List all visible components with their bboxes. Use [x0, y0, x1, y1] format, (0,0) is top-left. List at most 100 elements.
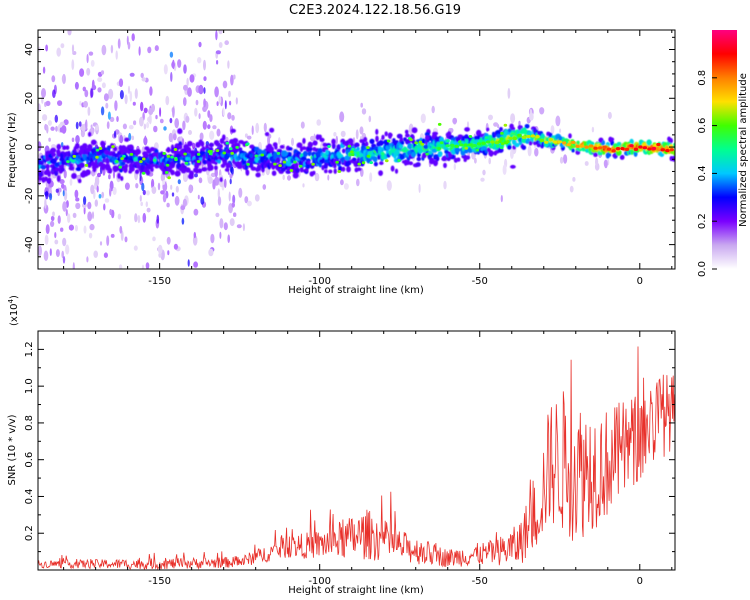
heatmap-cell	[593, 152, 598, 157]
heatmap-cell	[174, 170, 181, 177]
heatmap-cell	[56, 143, 62, 150]
heatmap-cell	[449, 127, 454, 133]
x-tick-label: -150	[148, 276, 171, 287]
heatmap-cell	[405, 133, 410, 138]
heatmap-cell	[124, 137, 130, 142]
heatmap-cell	[52, 89, 56, 98]
heatmap-cell	[314, 172, 320, 182]
heatmap-cell	[62, 190, 65, 197]
heatmap-cell	[84, 163, 89, 167]
heatmap-cell	[607, 111, 612, 120]
heatmap-cell	[140, 201, 143, 207]
heatmap-cell	[246, 200, 252, 207]
heatmap-cell	[141, 182, 145, 192]
heatmap-cell	[454, 144, 459, 148]
heatmap-cell	[142, 212, 147, 223]
heatmap-cell	[142, 189, 146, 196]
heatmap-cell	[566, 143, 571, 147]
heatmap-cell	[63, 152, 67, 158]
heatmap-cell	[431, 105, 435, 114]
heatmap-cell	[46, 124, 49, 134]
heatmap-cell	[173, 243, 178, 250]
heatmap-cell	[481, 141, 486, 145]
heatmap-cell	[145, 201, 148, 208]
heatmap-cell	[181, 217, 185, 225]
heatmap-cell	[398, 144, 404, 149]
heatmap-cell	[140, 101, 144, 112]
heatmap-cell	[287, 175, 291, 181]
heatmap-cell	[438, 151, 443, 157]
heatmap-cell	[337, 170, 342, 173]
heatmap-cell	[411, 127, 418, 134]
heatmap-cell	[290, 164, 295, 169]
heatmap-cell	[148, 107, 154, 116]
heatmap-cell	[62, 201, 67, 212]
heatmap-cell	[262, 184, 267, 190]
heatmap-cell	[56, 149, 61, 155]
snr-frame	[37, 330, 676, 571]
spectrogram-x-axis: -150 -100 -50 0	[63, 30, 673, 287]
heatmap-cell	[233, 147, 239, 153]
heatmap-cell	[139, 171, 142, 182]
heatmap-cell	[198, 177, 203, 184]
heatmap-cell	[442, 155, 448, 160]
heatmap-cell	[510, 113, 516, 124]
heatmap-cell	[548, 137, 553, 142]
heatmap-cell	[595, 157, 599, 167]
heatmap-cell	[203, 59, 206, 71]
heatmap-cell	[528, 140, 533, 146]
heatmap-cell	[101, 163, 106, 168]
heatmap-cell	[62, 145, 67, 150]
heatmap-cell	[397, 159, 401, 162]
heatmap-cell	[107, 167, 113, 174]
heatmap-cell	[217, 158, 221, 164]
heatmap-cell	[352, 157, 357, 162]
heatmap-cell	[466, 121, 470, 129]
heatmap-cell	[606, 147, 612, 151]
heatmap-cell	[90, 88, 94, 98]
heatmap-cell	[122, 123, 127, 130]
heatmap-cell	[493, 122, 499, 127]
heatmap-cell	[482, 169, 486, 176]
heatmap-cell	[524, 124, 530, 129]
heatmap-cell	[232, 194, 236, 205]
heatmap-cell	[170, 184, 173, 190]
heatmap-cell	[143, 107, 148, 114]
heatmap-cell	[108, 88, 114, 100]
snr-x-label: Height of straight line (km)	[288, 585, 424, 596]
heatmap-cell	[74, 189, 79, 199]
heatmap-cell	[453, 163, 456, 171]
heatmap-cell	[225, 141, 230, 145]
heatmap-cell	[216, 60, 219, 65]
heatmap-cell	[135, 148, 142, 155]
heatmap-cell	[327, 174, 330, 181]
heatmap-cell	[246, 162, 250, 166]
heatmap-cell	[127, 41, 131, 50]
heatmap-cell	[464, 127, 470, 132]
heatmap-cell	[160, 172, 166, 182]
heatmap-cell	[69, 178, 73, 186]
heatmap-cell	[124, 163, 129, 169]
heatmap-cell	[630, 149, 634, 155]
heatmap-cell	[218, 95, 222, 104]
heatmap-cell	[163, 126, 167, 131]
heatmap-cell	[385, 159, 389, 163]
heatmap-cell	[535, 135, 540, 139]
heatmap-cell	[117, 213, 122, 220]
heatmap-cell	[71, 44, 75, 54]
heatmap-cell	[83, 206, 86, 215]
heatmap-cell	[475, 148, 480, 152]
heatmap-cell	[562, 141, 567, 145]
heatmap-cell	[539, 138, 544, 143]
heatmap-cell	[495, 144, 500, 148]
heatmap-cell	[87, 106, 91, 117]
heatmap-cell	[222, 80, 228, 89]
heatmap-cell	[193, 167, 199, 173]
heatmap-cell	[230, 128, 236, 133]
heatmap-cell	[54, 114, 58, 123]
heatmap-cell	[132, 101, 136, 106]
heatmap-cell	[219, 177, 223, 183]
heatmap-cell	[331, 142, 336, 150]
heatmap-cell	[468, 135, 473, 138]
heatmap-cell	[285, 170, 292, 174]
